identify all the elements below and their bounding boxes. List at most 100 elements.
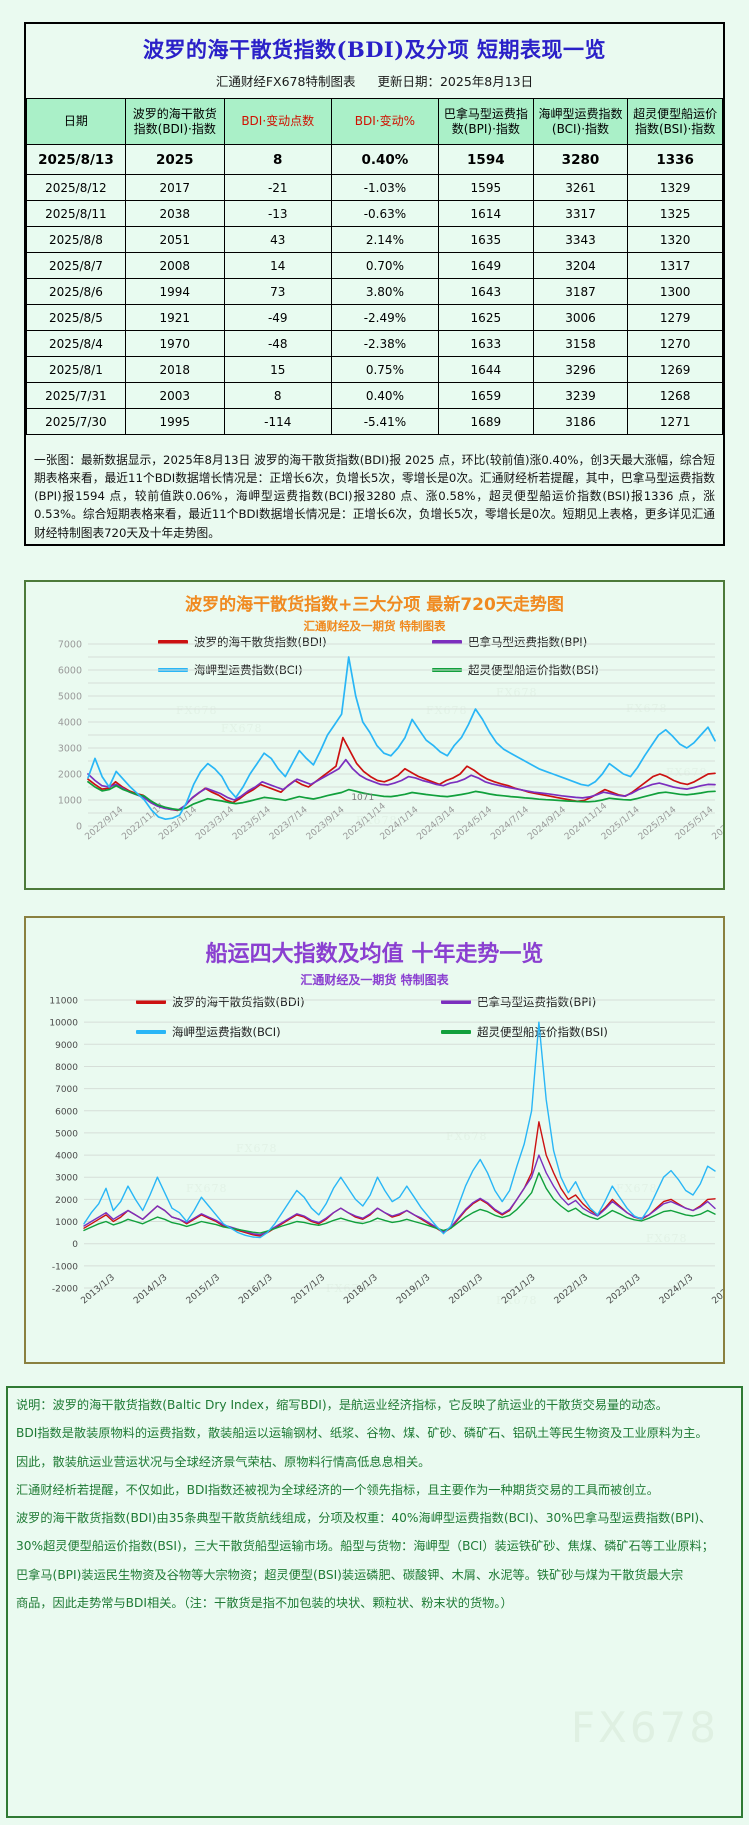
table-row: 2025/8/1 2018 15 0.75% 1644 3296 1269 <box>26 356 723 383</box>
cell-bci: 3317 <box>532 200 629 227</box>
table-row: 2025/8/8 2051 43 2.14% 1635 3343 1320 <box>26 226 723 253</box>
svg-text:7000: 7000 <box>58 640 82 651</box>
svg-text:FX678: FX678 <box>186 1182 227 1195</box>
cell-bdi: 1921 <box>124 304 225 331</box>
cell-bci: 3239 <box>532 382 629 409</box>
footer-line: 因此，散装航运业营运状况与全球经济景气荣枯、原物料行情高低息息相关。 <box>16 1454 431 1469</box>
series-line-bci <box>83 1021 716 1239</box>
cell-bdi: 1994 <box>124 278 225 305</box>
cell-bsi: 1329 <box>627 174 723 201</box>
short-term-table-panel: 波罗的海干散货指数(BDI)及分项 短期表现一览 汇通财经FX678特制图表 更新… <box>24 22 725 546</box>
legend-label-bpi: 巴拿马型运费指数(BPI) <box>468 635 588 649</box>
th-bdi-line1: 波罗的海干散货 <box>132 106 217 121</box>
cell-bpi: 1614 <box>438 200 534 227</box>
cell-points: -13 <box>223 200 332 227</box>
svg-text:2019/1/3: 2019/1/3 <box>395 1273 432 1307</box>
svg-text:2024/9/14: 2024/9/14 <box>526 805 568 842</box>
legend-item-bdi: 波罗的海干散货指数(BDI) <box>136 994 371 1010</box>
svg-text:2022/9/14: 2022/9/14 <box>84 805 126 842</box>
svg-text:4000: 4000 <box>58 718 82 729</box>
svg-text:2020/1/3: 2020/1/3 <box>448 1273 485 1307</box>
cell-bdi: 2017 <box>124 174 225 201</box>
svg-text:FX678: FX678 <box>646 1232 687 1245</box>
svg-text:1000: 1000 <box>55 1218 78 1228</box>
cell-points: -114 <box>223 408 332 435</box>
th-bsi: 超灵便型船运价 指数(BSI)·指数 <box>627 98 723 145</box>
cell-bci: 3280 <box>532 144 629 175</box>
th-bci: 海岬型运费指数 (BCI)·指数 <box>532 98 629 145</box>
table-subtitle: 汇通财经FX678特制图表 更新日期：2025年8月13日 <box>26 64 723 98</box>
cell-bdi: 2051 <box>124 226 225 253</box>
legend-item-bpi: 巴拿马型运费指数(BPI) <box>441 994 676 1010</box>
svg-text:2014/1/3: 2014/1/3 <box>132 1273 169 1307</box>
legend-label-bpi: 巴拿马型运费指数(BPI) <box>477 995 597 1009</box>
legend-swatch-bdi <box>136 1000 166 1004</box>
svg-text:3000: 3000 <box>55 1174 78 1184</box>
cell-percent: 3.80% <box>330 278 440 305</box>
cell-percent: -2.38% <box>330 330 440 357</box>
series-line-bsi <box>83 1172 716 1234</box>
svg-text:FX678: FX678 <box>426 704 467 717</box>
legend-item-bdi: 波罗的海干散货指数(BDI) <box>158 634 384 650</box>
th-bdi-line2: 指数(BDI)·指数 <box>133 121 216 136</box>
table-row: 2025/7/31 2003 8 0.40% 1659 3239 1268 <box>26 382 723 409</box>
cell-bsi: 1300 <box>627 278 723 305</box>
chart-10y-subtitle: 汇通财经及一期货 特制图表 <box>300 973 449 987</box>
legend-swatch-bpi <box>441 1000 471 1004</box>
th-bsi-line2: 指数(BSI)·指数 <box>634 121 716 136</box>
cell-bpi: 1659 <box>438 382 534 409</box>
svg-text:2024/5/14: 2024/5/14 <box>452 805 494 842</box>
cell-points: 73 <box>223 278 332 305</box>
svg-text:2017/1/3: 2017/1/3 <box>290 1273 327 1307</box>
cell-bsi: 1320 <box>627 226 723 253</box>
cell-percent: -2.49% <box>330 304 440 331</box>
th-percent-line1: BDI·变动% <box>354 114 416 128</box>
th-bci-line1: 海岬型运费指数 <box>538 106 623 121</box>
svg-text:2013/1/3: 2013/1/3 <box>80 1273 117 1307</box>
table-summary-note: 一张图：最新数据显示，2025年8月13日 波罗的海干散货指数(BDI)报 20… <box>34 453 715 540</box>
svg-text:FX678: FX678 <box>496 1294 537 1307</box>
svg-text:8000: 8000 <box>55 1063 78 1073</box>
cell-points: -49 <box>223 304 332 331</box>
chart-720d-subtitle: 汇通财经及一期货 特制图表 <box>303 619 446 633</box>
table-header-row: 日期 波罗的海干散货 指数(BDI)·指数 BDI·变动点数 BDI·变动% 巴… <box>26 98 723 145</box>
cell-percent: 0.40% <box>330 144 440 175</box>
svg-text:2024/3/14: 2024/3/14 <box>415 805 457 842</box>
cell-percent: 0.75% <box>330 356 440 383</box>
cell-bdi: 2018 <box>124 356 225 383</box>
th-points-line1: BDI·变动点数 <box>241 114 315 128</box>
footer-line: 汇通财经析若提醒，不仅如此，BDI指数还被视为全球经济的一个领先指标，且主要作为… <box>16 1482 659 1497</box>
svg-text:2025/5/14: 2025/5/14 <box>674 805 716 842</box>
svg-text:0: 0 <box>76 822 82 833</box>
table-row: 2025/7/30 1995 -114 -5.41% 1689 3186 1271 <box>26 408 723 435</box>
svg-text:9000: 9000 <box>55 1041 78 1051</box>
series-line-bpi <box>87 758 716 811</box>
th-bdi: 波罗的海干散货 指数(BDI)·指数 <box>124 98 225 145</box>
footer-line: 说明：波罗的海干散货指数(Baltic Dry Index，缩写BDI)，是航运… <box>16 1398 668 1412</box>
table-row: 2025/8/12 2017 -21 -1.03% 1595 3261 1329 <box>26 174 723 201</box>
table-row: 2025/8/13 2025 8 0.40% 1594 3280 1336 <box>26 144 723 175</box>
legend-label-bsi: 超灵便型船运价指数(BSI) <box>477 1025 608 1039</box>
cell-percent: -5.41% <box>330 408 440 435</box>
legend-swatch-bpi <box>432 640 462 644</box>
svg-text:5000: 5000 <box>58 692 82 703</box>
cell-date: 2025/8/7 <box>26 252 126 279</box>
svg-text:2022/1/3: 2022/1/3 <box>553 1273 590 1307</box>
cell-percent: -1.03% <box>330 174 440 201</box>
cell-bpi: 1595 <box>438 174 534 201</box>
cell-bci: 3261 <box>532 174 629 201</box>
svg-text:5000: 5000 <box>55 1129 78 1139</box>
cell-bpi: 1644 <box>438 356 534 383</box>
svg-text:FX678: FX678 <box>356 814 397 827</box>
cell-bsi: 1269 <box>627 356 723 383</box>
svg-text:FX678: FX678 <box>236 1142 277 1155</box>
svg-text:2023/3/14: 2023/3/14 <box>194 805 236 842</box>
svg-text:FX678: FX678 <box>496 686 537 699</box>
svg-text:FX678: FX678 <box>176 704 217 717</box>
cell-date: 2025/8/8 <box>26 226 126 253</box>
series-line-bsi <box>87 780 716 811</box>
footer-watermark: FX678 <box>570 1703 719 1752</box>
cell-percent: 0.70% <box>330 252 440 279</box>
svg-text:FX678: FX678 <box>616 1182 657 1195</box>
cell-bci: 3158 <box>532 330 629 357</box>
